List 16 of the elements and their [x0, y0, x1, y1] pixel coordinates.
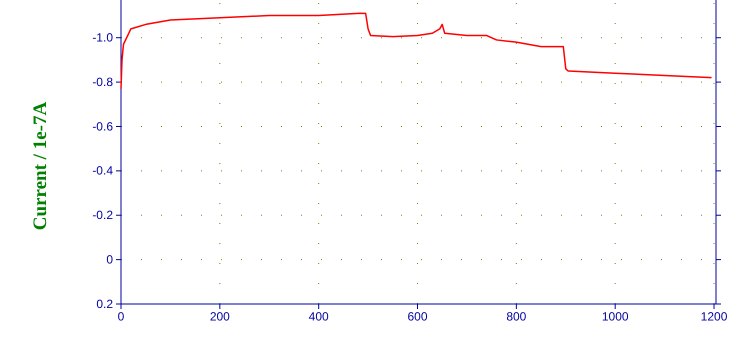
y-tick-label: 0: [106, 252, 114, 266]
x-tick-label: 800: [506, 310, 527, 324]
y-tick-label: -0.8: [92, 74, 114, 89]
y-tick-label: -1.0: [92, 30, 114, 45]
x-tick-label: 1200: [700, 310, 728, 324]
x-tick-label: 600: [407, 310, 428, 324]
x-tick-label: 200: [210, 310, 230, 324]
y-tick-label: 0.2: [96, 296, 114, 311]
line-series: [120, 12, 712, 90]
y-axis-title: Current / 1e-7A: [30, 102, 51, 230]
y-tick-label: -0.2: [92, 208, 114, 222]
x-tick-label: 400: [308, 310, 330, 324]
y-tick-label: -0.4: [92, 164, 114, 178]
y-tick-label: -0.6: [92, 119, 114, 134]
x-tick-label: 1000: [602, 310, 629, 324]
x-tick-label: 0: [118, 310, 125, 324]
